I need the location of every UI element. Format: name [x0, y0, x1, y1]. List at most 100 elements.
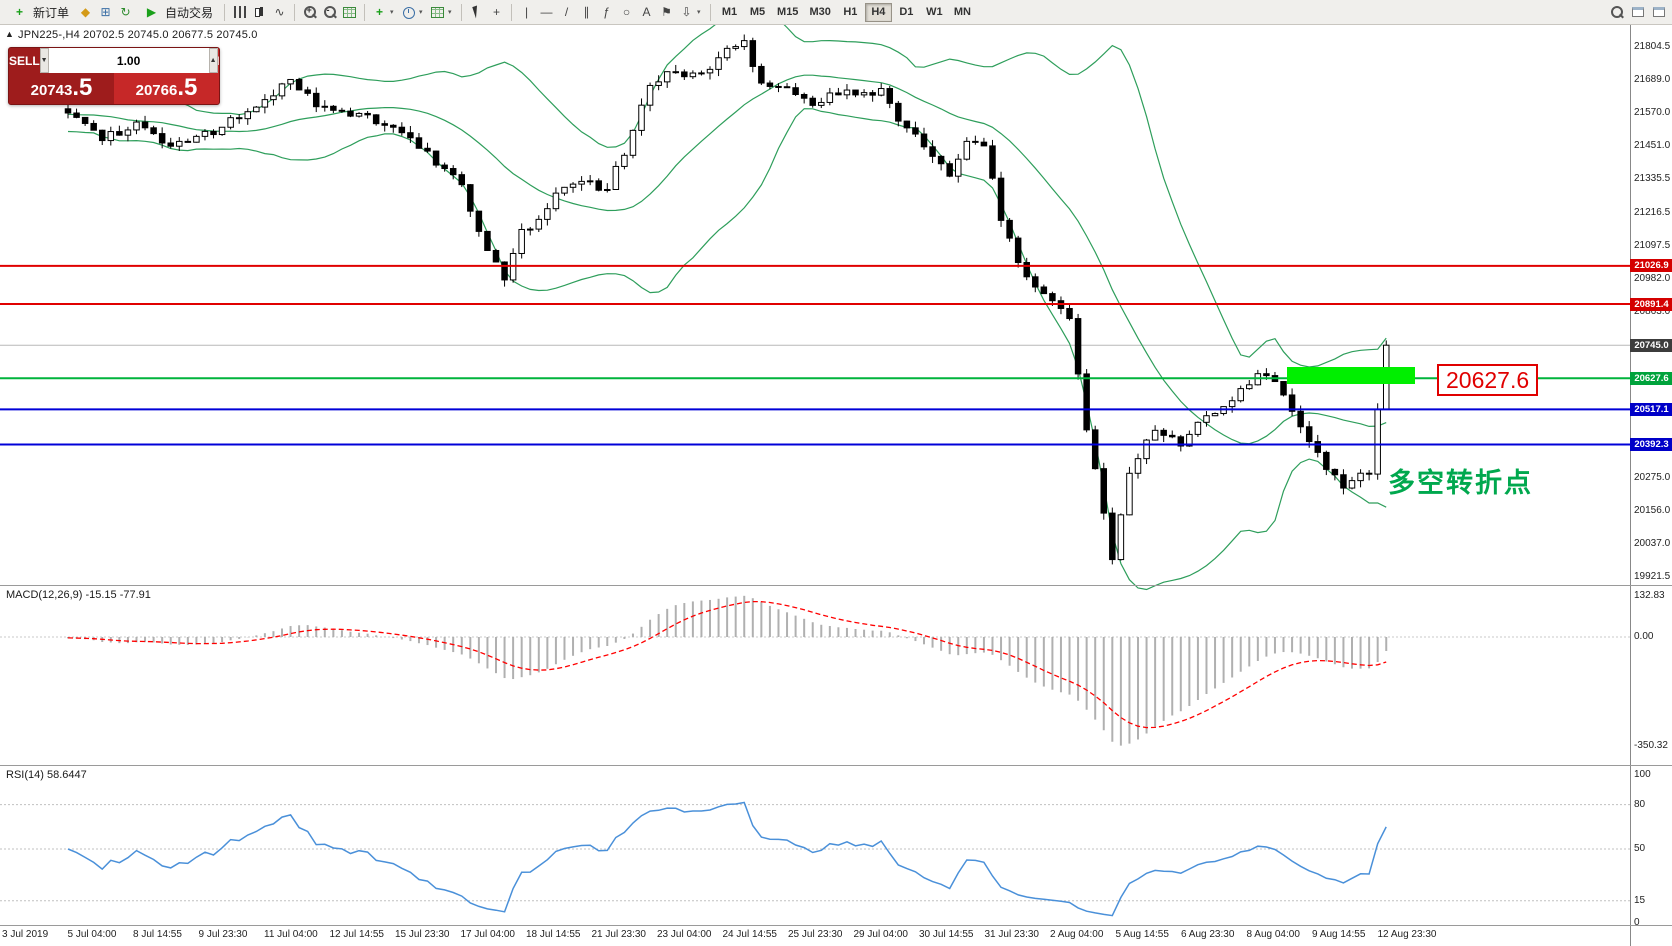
- zoom-in-icon[interactable]: +: [300, 3, 319, 22]
- price-level-annotation[interactable]: 20627.6: [1437, 364, 1539, 396]
- shapes-tool-icon[interactable]: ○: [622, 5, 631, 19]
- price-axis-tick: 20275.0: [1634, 471, 1671, 483]
- line-chart-icon[interactable]: ∿: [274, 5, 285, 19]
- layout-icon[interactable]: [1649, 3, 1668, 22]
- refresh-icon[interactable]: ↻: [120, 5, 131, 19]
- timeframe-h1[interactable]: H1: [837, 3, 864, 22]
- panel-divider[interactable]: [0, 765, 1672, 766]
- sell-price[interactable]: 20743 .5: [9, 73, 114, 104]
- price-axis-tick: 20156.0: [1634, 504, 1671, 516]
- macd-label: MACD(12,26,9) -15.15 -77.91: [6, 589, 151, 601]
- macd-axis-tick: 132.83: [1634, 589, 1665, 601]
- time-axis-label: 9 Aug 14:55: [1312, 929, 1366, 940]
- autotrading-play-icon: ▶: [146, 5, 157, 19]
- volume-decrease-button[interactable]: ▼: [39, 48, 49, 73]
- time-axis-label: 25 Jul 23:30: [788, 929, 843, 940]
- toolbar-separator: [294, 3, 296, 21]
- time-axis-label: 8 Jul 14:55: [133, 929, 182, 940]
- crosshair-tool-icon[interactable]: +: [493, 5, 501, 19]
- channel-tool-icon[interactable]: ∥: [583, 5, 590, 19]
- timeframe-group: M1 M5 M15 M30 H1 H4 D1 W1 MN: [716, 2, 976, 22]
- price-axis-tick: 19921.5: [1634, 571, 1671, 582]
- time-axis-label: 29 Jul 04:00: [853, 929, 909, 940]
- arrows-caret-icon[interactable]: ▾: [697, 9, 701, 16]
- panel-divider[interactable]: [0, 585, 1672, 586]
- price-tag: 21026.9: [1630, 259, 1672, 273]
- label-tool-icon[interactable]: ⚑: [661, 5, 672, 19]
- price-axis[interactable]: 21804.5 21689.0 21570.0 21451.0 21335.5 21216…: [1630, 25, 1672, 946]
- timeframe-m15[interactable]: M15: [772, 3, 803, 22]
- buy-price-frac: .5: [177, 74, 198, 101]
- new-order-button[interactable]: + 新订单: [4, 2, 75, 23]
- price-axis-tick: 21570.0: [1634, 107, 1671, 118]
- templates-caret-icon[interactable]: ▾: [448, 9, 452, 16]
- periods-clock-icon[interactable]: [399, 3, 418, 22]
- arrows-tool-icon[interactable]: ⇩: [681, 5, 692, 19]
- timeframe-m1[interactable]: M1: [716, 3, 743, 22]
- indicators-caret-icon[interactable]: ▾: [390, 9, 394, 16]
- rsi-axis-tick: 0: [1634, 917, 1640, 928]
- volume-input[interactable]: [48, 48, 209, 73]
- price-axis-tick: 21097.5: [1634, 239, 1671, 251]
- price-tag: 20627.6: [1630, 371, 1672, 385]
- one-click-collapse-icon[interactable]: ▲: [5, 29, 14, 39]
- macd-axis-tick: 0.00: [1634, 631, 1654, 642]
- market-watch-icon[interactable]: ⊞: [100, 5, 111, 19]
- time-axis-label: 11 Jul 04:00: [264, 929, 318, 940]
- price-axis-tick: 21804.5: [1634, 41, 1671, 52]
- timeframe-m5[interactable]: M5: [744, 3, 771, 22]
- price-tag: 20891.4: [1630, 297, 1672, 311]
- price-chart-canvas[interactable]: [0, 0, 1630, 591]
- price-axis-tick: 20863.0: [1634, 306, 1671, 317]
- sell-button[interactable]: SELL: [9, 48, 40, 73]
- macd-panel-canvas[interactable]: [0, 586, 1630, 765]
- time-axis-label: 23 Jul 04:00: [657, 929, 712, 940]
- time-axis-label: 31 Jul 23:30: [984, 929, 1040, 940]
- time-axis-label: 9 Jul 23:30: [198, 929, 248, 940]
- cursor-tool-icon[interactable]: [467, 3, 486, 22]
- fibonacci-tool-icon[interactable]: ƒ: [603, 5, 610, 19]
- periods-caret-icon[interactable]: ▾: [419, 9, 423, 16]
- vertical-line-tool-icon[interactable]: |: [524, 5, 529, 19]
- rsi-panel-canvas[interactable]: [0, 766, 1630, 925]
- toolbar-separator: [710, 3, 712, 21]
- timeframe-w1[interactable]: W1: [921, 3, 948, 22]
- volume-increase-button[interactable]: ▲: [208, 48, 218, 73]
- zoom-out-icon[interactable]: -: [320, 3, 339, 22]
- highlight-rectangle[interactable]: [1287, 367, 1415, 384]
- time-axis-label: 18 Jul 14:55: [526, 929, 581, 940]
- time-axis-label: 30 Jul 14:55: [919, 929, 974, 940]
- templates-icon[interactable]: [428, 3, 447, 22]
- rsi-axis-tick: 15: [1634, 894, 1646, 906]
- timeframe-d1[interactable]: D1: [893, 3, 920, 22]
- indicators-add-icon[interactable]: +: [376, 5, 384, 19]
- panel-divider: [0, 925, 1672, 926]
- buy-price[interactable]: 20766 .5: [114, 73, 219, 104]
- bar-chart-icon[interactable]: [230, 3, 249, 22]
- horizontal-line-tool-icon[interactable]: —: [540, 5, 553, 19]
- price-axis-tick: 20037.0: [1634, 538, 1671, 550]
- time-axis[interactable]: 3 Jul 2019 5 Jul 04:00 8 Jul 14:55 9 Jul 23…: [0, 926, 1630, 946]
- mql-community-icon[interactable]: ◆: [80, 5, 91, 19]
- autotrading-button[interactable]: ▶ 自动交易: [136, 2, 219, 23]
- buy-button[interactable]: BUY: [217, 48, 219, 73]
- price-axis-tick: 21216.5: [1634, 206, 1671, 218]
- timeframe-mn[interactable]: MN: [949, 3, 976, 22]
- toolbar-separator: [224, 3, 226, 21]
- search-icon[interactable]: [1607, 3, 1626, 22]
- text-tool-icon[interactable]: A: [642, 5, 651, 19]
- timeframe-h4[interactable]: H4: [864, 2, 892, 22]
- window-icon[interactable]: [1628, 3, 1647, 22]
- one-click-trading-panel: SELL ▼ ▲ BUY 20743 .5 20766 .5: [8, 47, 220, 105]
- turning-point-annotation[interactable]: 多空转折点: [1388, 468, 1533, 498]
- time-axis-label: 24 Jul 14:55: [722, 929, 778, 940]
- timeframe-m30[interactable]: M30: [804, 3, 835, 22]
- time-axis-label: 3 Jul 2019: [2, 929, 49, 940]
- candlestick-chart-icon[interactable]: [250, 3, 269, 22]
- main-toolbar: + 新订单 ◆ ⊞ ↻ ▶ 自动交易 ∿ + - + ▾ ▾ ▾ + | — /…: [0, 0, 1672, 25]
- price-axis-tick: 20982.0: [1634, 272, 1671, 284]
- price-tag: 20745.0: [1630, 338, 1672, 352]
- trendline-tool-icon[interactable]: /: [564, 5, 569, 19]
- grid-icon[interactable]: [340, 3, 359, 22]
